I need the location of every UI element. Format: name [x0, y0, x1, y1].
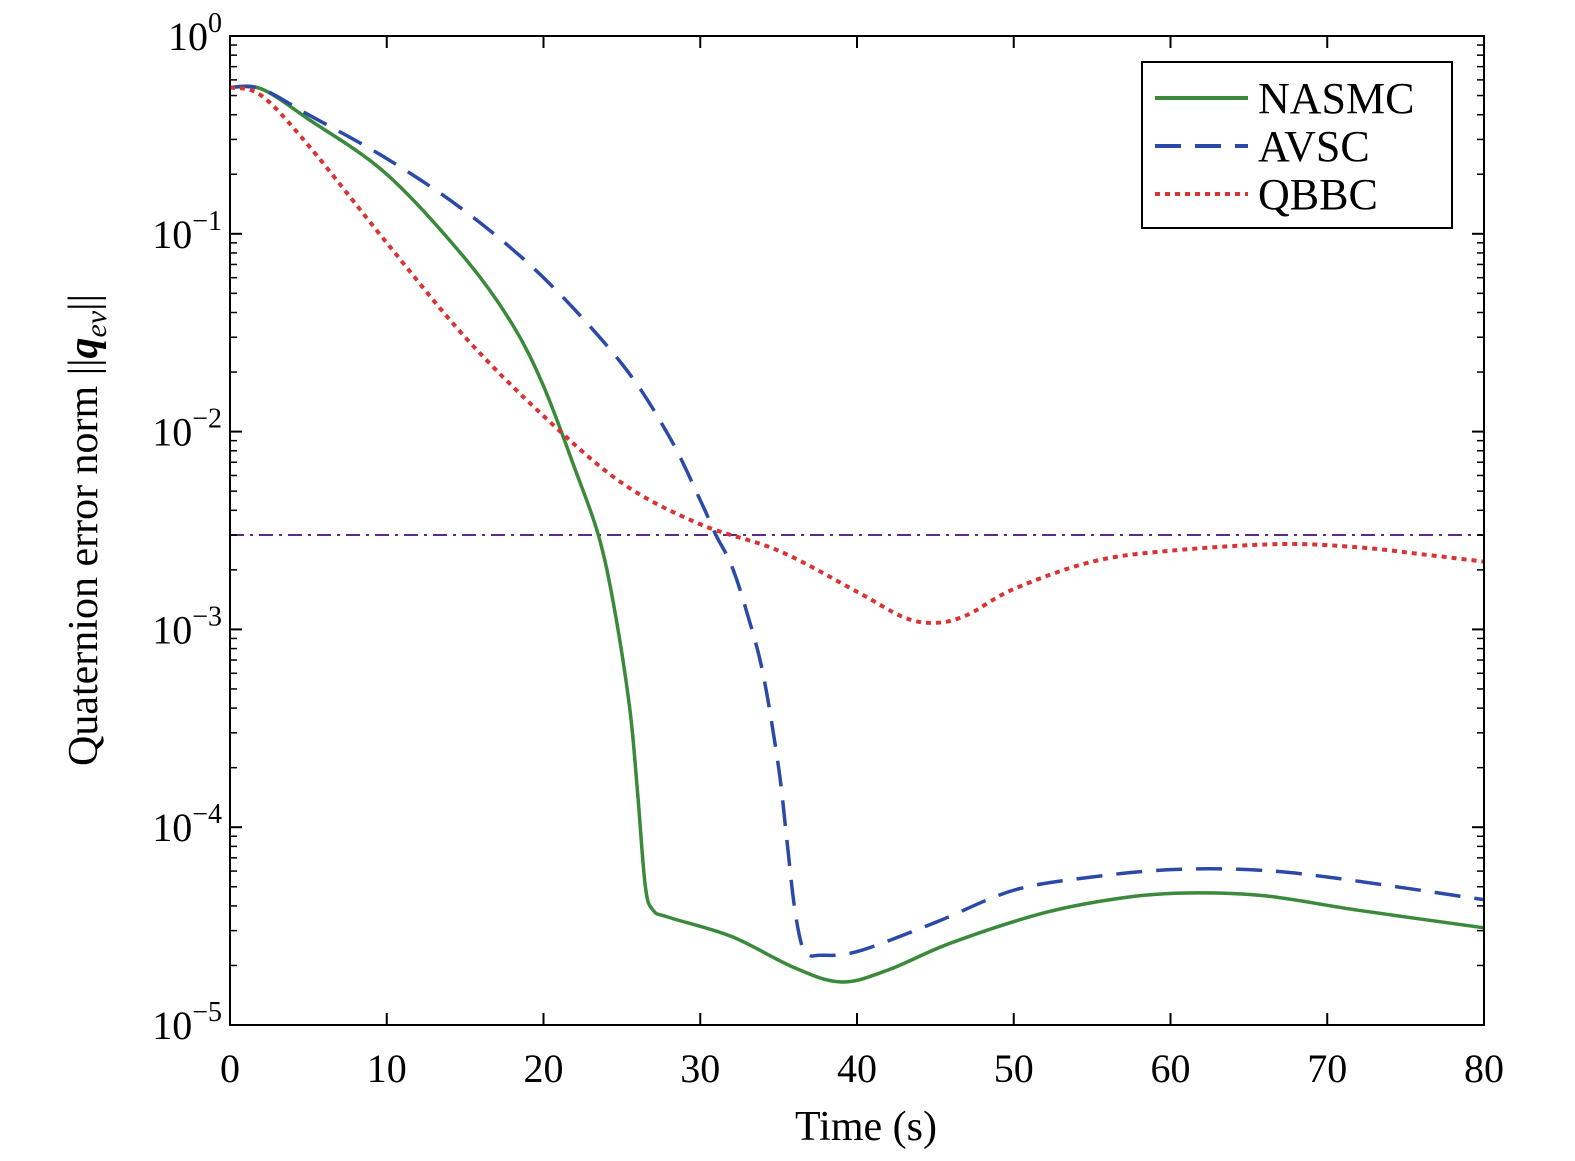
x-axis-label: Time (s) — [795, 1104, 937, 1150]
x-tick-label: 0 — [220, 1046, 240, 1091]
series-line-qbbc — [229, 85, 1485, 625]
legend-label-qbbc: QBBC — [1258, 170, 1378, 219]
y-tick-label: 10−2 — [152, 404, 222, 455]
legend: NASMC AVSC QBBC — [1141, 61, 1453, 229]
x-tick-label: 60 — [1151, 1046, 1191, 1091]
plot-area — [229, 84, 1485, 984]
y-axis-label-suffix: || — [61, 294, 107, 311]
y-tick-label: 10−4 — [152, 799, 222, 850]
y-tick-label: 10−5 — [152, 997, 222, 1048]
legend-label-nasmc: NASMC — [1258, 74, 1415, 123]
x-tick-label: 10 — [367, 1046, 407, 1091]
x-tick-label: 80 — [1464, 1046, 1504, 1091]
y-tick-label: 10−1 — [152, 206, 222, 257]
x-tick-label: 40 — [837, 1046, 877, 1091]
y-axis-label: Quaternion error norm ||qev|| — [61, 294, 113, 766]
x-tick-label: 30 — [680, 1046, 720, 1091]
legend-box — [1141, 61, 1453, 229]
x-tick-label: 20 — [524, 1046, 564, 1091]
y-axis-label-prefix: Quaternion error norm || — [61, 358, 107, 766]
y-axis-label-symbol: q — [61, 337, 107, 358]
y-tick-label: 100 — [168, 8, 222, 59]
legend-label-avsc: AVSC — [1258, 122, 1370, 171]
y-tick-label: 10−3 — [152, 601, 222, 652]
x-tick-label: 50 — [994, 1046, 1034, 1091]
x-tick-label: 70 — [1307, 1046, 1347, 1091]
y-axis-label-subscript: ev — [80, 310, 113, 337]
series-line-avsc — [229, 84, 1485, 958]
axes: 0 10 20 30 40 50 60 70 80 100 10−1 10−2 10−3 10−4 10−5 — [152, 8, 1504, 1091]
series-line-nasmc — [229, 84, 1485, 984]
